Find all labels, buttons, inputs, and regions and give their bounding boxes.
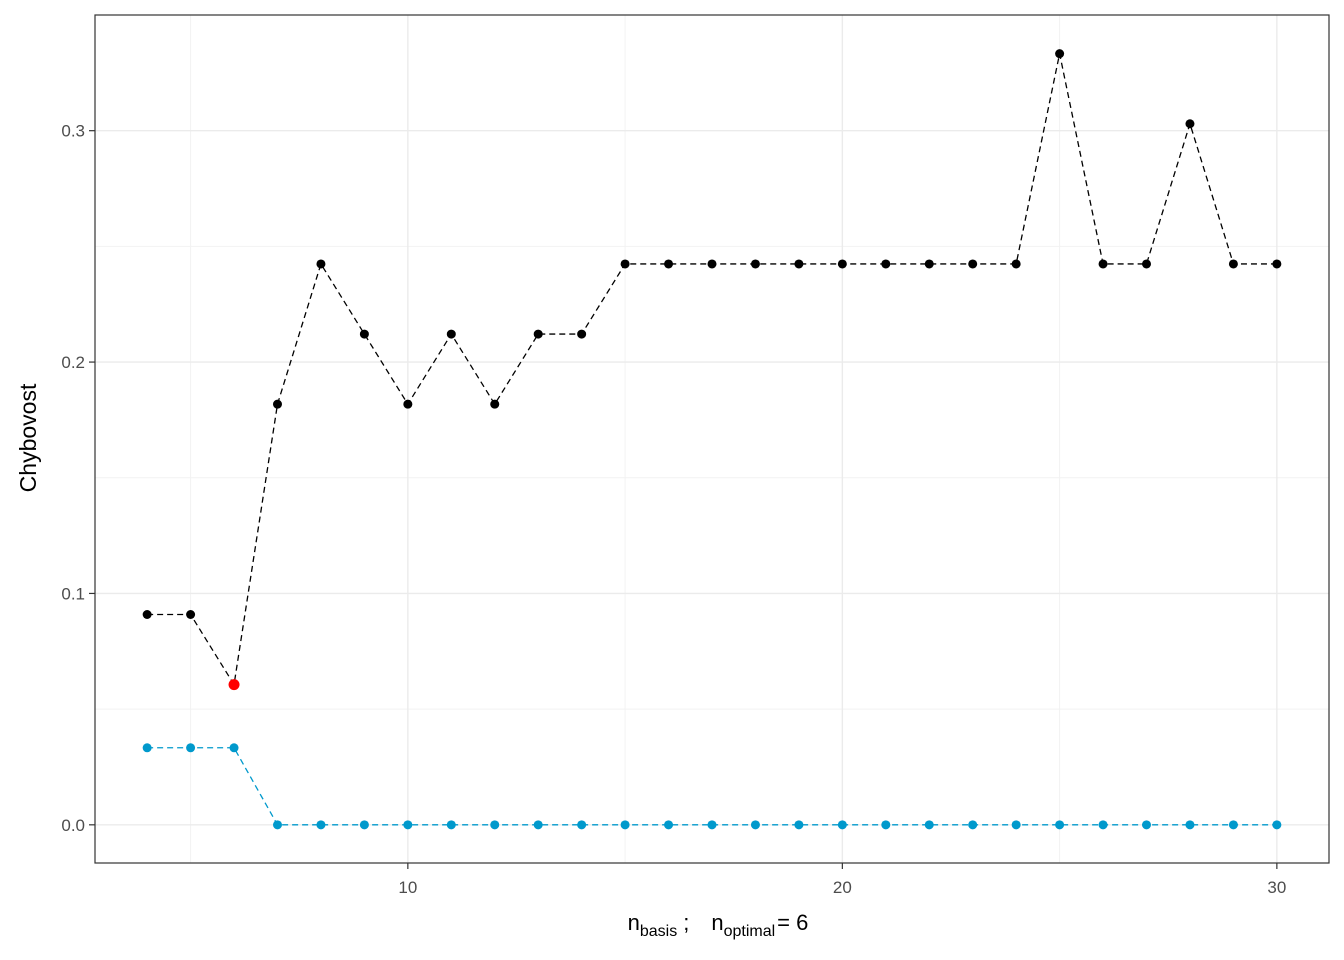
series-2-point bbox=[924, 820, 934, 830]
series-2-point bbox=[968, 820, 978, 830]
x-axis-title-n1: n bbox=[628, 910, 640, 935]
series-2-point bbox=[359, 820, 369, 830]
series-2-point bbox=[403, 820, 413, 830]
x-axis-title-n2: n bbox=[711, 910, 723, 935]
series-2-point bbox=[1055, 820, 1065, 830]
series-1-point bbox=[1142, 259, 1152, 269]
series-1-point bbox=[359, 329, 369, 339]
x-tick-label: 10 bbox=[398, 878, 417, 897]
series-2-point bbox=[577, 820, 587, 830]
panel-border bbox=[94, 14, 1330, 864]
series-2-point bbox=[1272, 820, 1282, 830]
series-1-point bbox=[316, 259, 326, 269]
x-axis-title-sep: ; bbox=[683, 910, 689, 935]
x-tick-label: 20 bbox=[833, 878, 852, 897]
series-1-point bbox=[1011, 259, 1021, 269]
x-axis-title-sub1: basis bbox=[640, 923, 677, 940]
series-2-line bbox=[147, 747, 1277, 826]
x-axis-title-sub2: optimal bbox=[724, 923, 776, 940]
y-tick-label: 0.3 bbox=[61, 122, 85, 141]
tick-labels: 10 20 30 0.0 0.1 0.2 0.3 bbox=[61, 122, 1286, 897]
series-1-point bbox=[403, 399, 413, 409]
series-1-point bbox=[490, 399, 500, 409]
series-layer bbox=[142, 49, 1282, 830]
series-1-point bbox=[881, 259, 891, 269]
series-2-point bbox=[272, 820, 282, 830]
series-2-point bbox=[1185, 820, 1195, 830]
optimal-point bbox=[228, 679, 240, 691]
y-axis-title: Chybovost bbox=[15, 383, 41, 492]
series-1-point bbox=[272, 399, 282, 409]
series-2-point bbox=[316, 820, 326, 830]
series-1-point bbox=[1055, 49, 1065, 59]
series-1-point bbox=[1185, 119, 1195, 129]
x-axis-title-eq: = 6 bbox=[777, 910, 808, 935]
series-2-point bbox=[707, 820, 717, 830]
series-1-point bbox=[837, 259, 847, 269]
series-2-point bbox=[142, 743, 152, 753]
series-2-point bbox=[664, 820, 674, 830]
x-axis-title: nbasis; noptimal= 6 bbox=[628, 910, 809, 940]
series-1-point bbox=[1228, 259, 1238, 269]
series-1-point bbox=[750, 259, 760, 269]
series-1-point bbox=[1272, 259, 1282, 269]
series-2-point bbox=[1228, 820, 1238, 830]
axis-ticks bbox=[89, 130, 1278, 869]
series-2-point bbox=[490, 820, 500, 830]
series-1-point bbox=[186, 610, 196, 620]
series-2-point bbox=[1142, 820, 1152, 830]
series-2-point bbox=[881, 820, 891, 830]
series-1-point bbox=[664, 259, 674, 269]
series-1-point bbox=[794, 259, 804, 269]
series-2-point bbox=[1098, 820, 1108, 830]
y-tick-label: 0.0 bbox=[61, 816, 85, 835]
series-1-point bbox=[707, 259, 717, 269]
y-tick-label: 0.1 bbox=[61, 584, 85, 603]
series-2-point bbox=[186, 743, 196, 753]
series-2-point bbox=[229, 743, 239, 753]
grid-major bbox=[95, 15, 1329, 863]
series-1-point bbox=[446, 329, 456, 339]
series-1-point bbox=[620, 259, 630, 269]
series-1-point bbox=[968, 259, 978, 269]
series-1-point bbox=[1098, 259, 1108, 269]
series-2-point bbox=[1011, 820, 1021, 830]
x-tick-label: 30 bbox=[1267, 878, 1286, 897]
series-1-point bbox=[577, 329, 587, 339]
y-tick-label: 0.2 bbox=[61, 353, 85, 372]
series-1-point bbox=[533, 329, 543, 339]
series-2-point bbox=[620, 820, 630, 830]
series-2-point bbox=[837, 820, 847, 830]
series-1-point bbox=[142, 610, 152, 620]
series-2-point bbox=[794, 820, 804, 830]
series-2-point bbox=[446, 820, 456, 830]
series-2-point bbox=[750, 820, 760, 830]
series-2-point bbox=[533, 820, 543, 830]
series-1-point bbox=[924, 259, 934, 269]
